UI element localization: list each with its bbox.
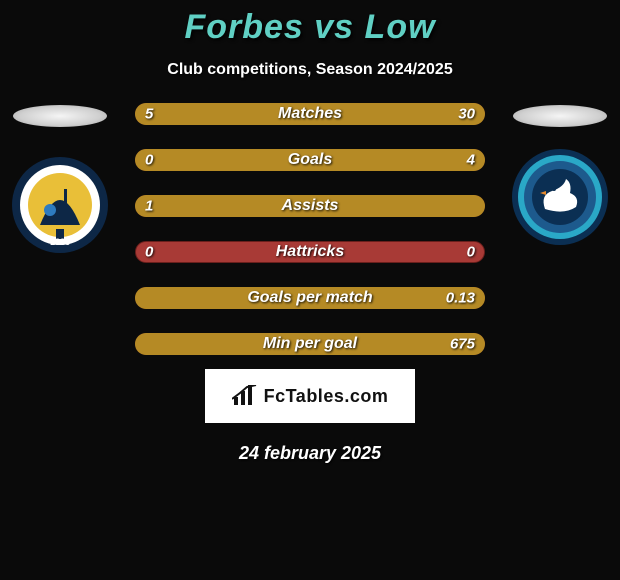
player-halo-right	[513, 105, 607, 127]
date-label: 24 february 2025	[239, 443, 381, 464]
stat-bar-track	[135, 241, 485, 263]
stat-bar: 530Matches	[135, 103, 485, 125]
stat-bar-right-fill	[185, 103, 485, 125]
left-column: 1883	[0, 103, 120, 255]
main-row: 1883 530Matches04Goals1Assists00Hattrick…	[0, 103, 620, 355]
title-player1: Forbes	[184, 8, 303, 46]
title-player2: Low	[365, 8, 436, 46]
stat-value-right: 675	[450, 336, 475, 353]
stat-bar-left-fill	[135, 103, 185, 125]
stat-bar: 675Min per goal	[135, 333, 485, 355]
stat-value-right: 4	[467, 152, 475, 169]
subtitle: Club competitions, Season 2024/2025	[167, 61, 452, 79]
title-vs: vs	[314, 8, 354, 46]
stat-value-left: 5	[145, 106, 153, 123]
stat-value-left: 1	[145, 198, 153, 215]
stat-bar-right-fill	[135, 287, 485, 309]
page-title: Forbes vs Low	[184, 8, 435, 47]
stat-value-right: 30	[458, 106, 475, 123]
wycombe-wanderers-crest-icon	[510, 147, 610, 247]
bar-chart-icon	[232, 385, 258, 407]
stat-value-left: 0	[145, 244, 153, 261]
branding-label: FcTables.com	[264, 386, 389, 407]
stat-bar-right-fill	[135, 333, 485, 355]
stat-bar: 0.13Goals per match	[135, 287, 485, 309]
stat-value-right: 0	[467, 244, 475, 261]
stat-bar: 00Hattricks	[135, 241, 485, 263]
bristol-rovers-crest-icon: 1883	[10, 155, 110, 255]
svg-text:1883: 1883	[50, 237, 70, 247]
stat-value-left: 0	[145, 152, 153, 169]
stats-column: 530Matches04Goals1Assists00Hattricks0.13…	[120, 103, 500, 355]
comparison-card: Forbes vs Low Club competitions, Season …	[0, 0, 620, 464]
right-column	[500, 103, 620, 247]
player-halo-left	[13, 105, 107, 127]
stat-bar: 1Assists	[135, 195, 485, 217]
stat-bar: 04Goals	[135, 149, 485, 171]
stat-bar-left-fill	[135, 195, 485, 217]
branding-badge[interactable]: FcTables.com	[205, 369, 415, 423]
stat-bar-right-fill	[135, 149, 485, 171]
stat-value-right: 0.13	[446, 290, 475, 307]
